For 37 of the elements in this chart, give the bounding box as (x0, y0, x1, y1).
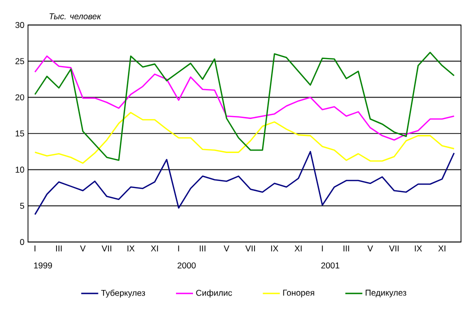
x-tick-label: VII (389, 246, 399, 252)
x-tick-label: V (80, 246, 86, 252)
y-tick-label: 15 (16, 130, 24, 136)
x-tick-label: XI (438, 246, 446, 252)
x-tick-label: III (200, 246, 206, 252)
y-tick-label: 30 (15, 22, 24, 28)
x-tick-label: V (224, 246, 230, 252)
text: 1999 (34, 262, 52, 268)
x-tick-label: I (322, 246, 323, 252)
y-tick-label: 20 (15, 94, 24, 100)
x-tick-label: III (344, 246, 350, 252)
x-tick-label: XI (294, 246, 302, 252)
legend-label: Педикулез (366, 290, 406, 298)
legend-label: Сифилис (196, 290, 232, 298)
line-series (34, 112, 455, 164)
legend-label: Туберкулез (101, 290, 146, 298)
x-tick-label: IX (128, 246, 135, 252)
text: 2001 (321, 262, 340, 268)
x-tick-label: VII (245, 246, 255, 252)
x-tick-label: V (367, 246, 374, 252)
x-tick-label: VII (102, 246, 112, 252)
x-tick-label: I (178, 246, 180, 252)
y-tick-label: 0 (20, 239, 24, 245)
y-tick-label: 25 (15, 58, 24, 64)
x-tick-label: IX (271, 246, 278, 252)
x-tick-label: IX (414, 246, 422, 252)
y-axis-title: Тыс. человек (50, 13, 102, 20)
line-series (34, 55, 455, 141)
text: 2000 (178, 262, 196, 268)
line-series (34, 150, 455, 216)
y-tick-label: 5 (20, 202, 24, 209)
legend-label: Гонорея (283, 290, 314, 298)
x-tick-label: XI (150, 246, 158, 252)
y-tick-label: 10 (16, 166, 24, 173)
x-tick-label: III (56, 246, 62, 252)
x-tick-label: I (34, 246, 36, 252)
line-series (34, 52, 455, 161)
